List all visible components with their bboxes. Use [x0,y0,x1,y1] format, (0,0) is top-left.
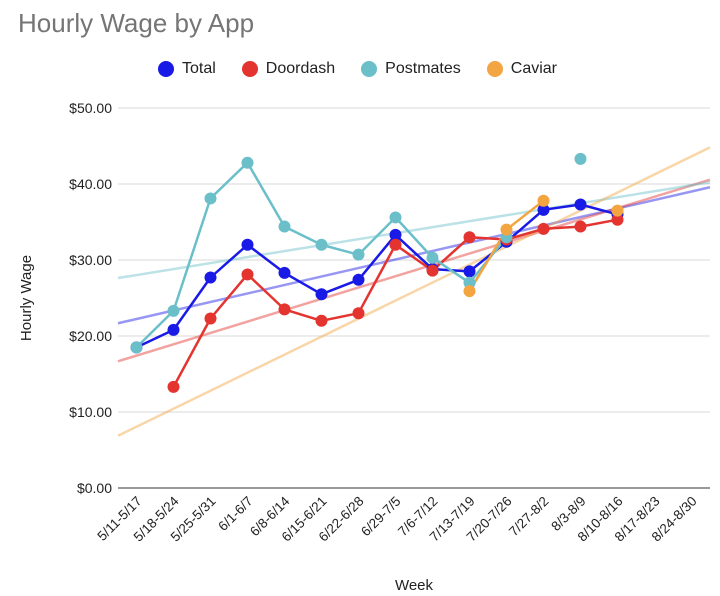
legend-label-caviar: Caviar [510,60,557,77]
point-caviar-13 [611,204,624,217]
point-doordash-3 [241,268,254,281]
point-postmates-12 [574,152,587,165]
legend-swatch-caviar [486,61,503,77]
trendline-postmates [117,181,711,280]
legend-item-total: Total [158,60,216,78]
point-postmates-3 [241,156,254,169]
point-postmates-9 [463,276,476,289]
point-total-1 [167,323,180,336]
point-doordash-6 [352,307,365,320]
legend-label-doordash: Doordash [265,60,336,77]
point-postmates-7 [389,211,402,224]
point-total-11 [537,203,550,216]
point-doordash-9 [463,231,476,244]
point-total-7 [389,228,402,241]
point-postmates-5 [315,238,328,251]
point-doordash-2 [204,312,217,325]
chart-title: Hourly Wage by App [18,8,255,38]
point-doordash-12 [574,220,587,233]
point-total-12 [574,198,587,211]
point-postmates-6 [352,248,365,261]
legend-label-postmates: Postmates [385,60,461,77]
point-doordash-4 [278,303,291,316]
point-postmates-1 [167,304,180,317]
y-tick-label-1: $10.00 [69,404,112,420]
point-total-2 [204,271,217,284]
point-total-9 [463,265,476,278]
legend-label-total: Total [182,60,216,77]
series-line-total [135,203,618,349]
point-doordash-13 [611,213,624,226]
point-doordash-7 [389,238,402,251]
legend-swatch-postmates [361,61,378,77]
trendline-total [117,186,711,325]
legend-swatch-doordash [241,61,258,77]
point-postmates-0 [130,341,143,354]
point-postmates-8 [426,251,439,264]
point-total-3 [241,238,254,251]
point-caviar-9 [463,285,476,298]
y-axis-title: Hourly Wage [18,255,35,341]
legend: Total Doordash Postmates Caviar [158,60,557,78]
point-total-4 [278,266,291,279]
y-tick-label-2: $20.00 [69,328,112,344]
y-tick-label-5: $50.00 [69,100,112,116]
point-total-6 [352,273,365,286]
x-axis-title: Week [395,577,434,594]
point-doordash-5 [315,314,328,327]
legend-item-doordash: Doordash [241,60,336,78]
point-postmates-4 [278,220,291,233]
legend-swatch-total [158,61,174,77]
point-doordash-1 [167,380,180,393]
y-tick-label-3: $30.00 [69,252,112,268]
y-tick-label-0: $0.00 [77,480,112,496]
trendline-caviar [117,146,711,437]
point-postmates-2 [204,192,217,205]
point-doordash-11 [537,222,550,235]
point-caviar-11 [537,194,550,207]
point-total-5 [315,288,328,301]
x-tick-label-6-29-7-5: 6/29-7/5 [358,494,404,540]
point-doordash-8 [426,264,439,277]
legend-item-caviar: Caviar [486,60,557,78]
x-tick-label-7-27-8-2: 7/27-8/2 [506,494,552,540]
legend-item-postmates: Postmates [361,60,461,78]
trendline-doordash [117,178,711,363]
y-tick-label-4: $40.00 [69,176,112,192]
point-caviar-10 [500,223,513,236]
